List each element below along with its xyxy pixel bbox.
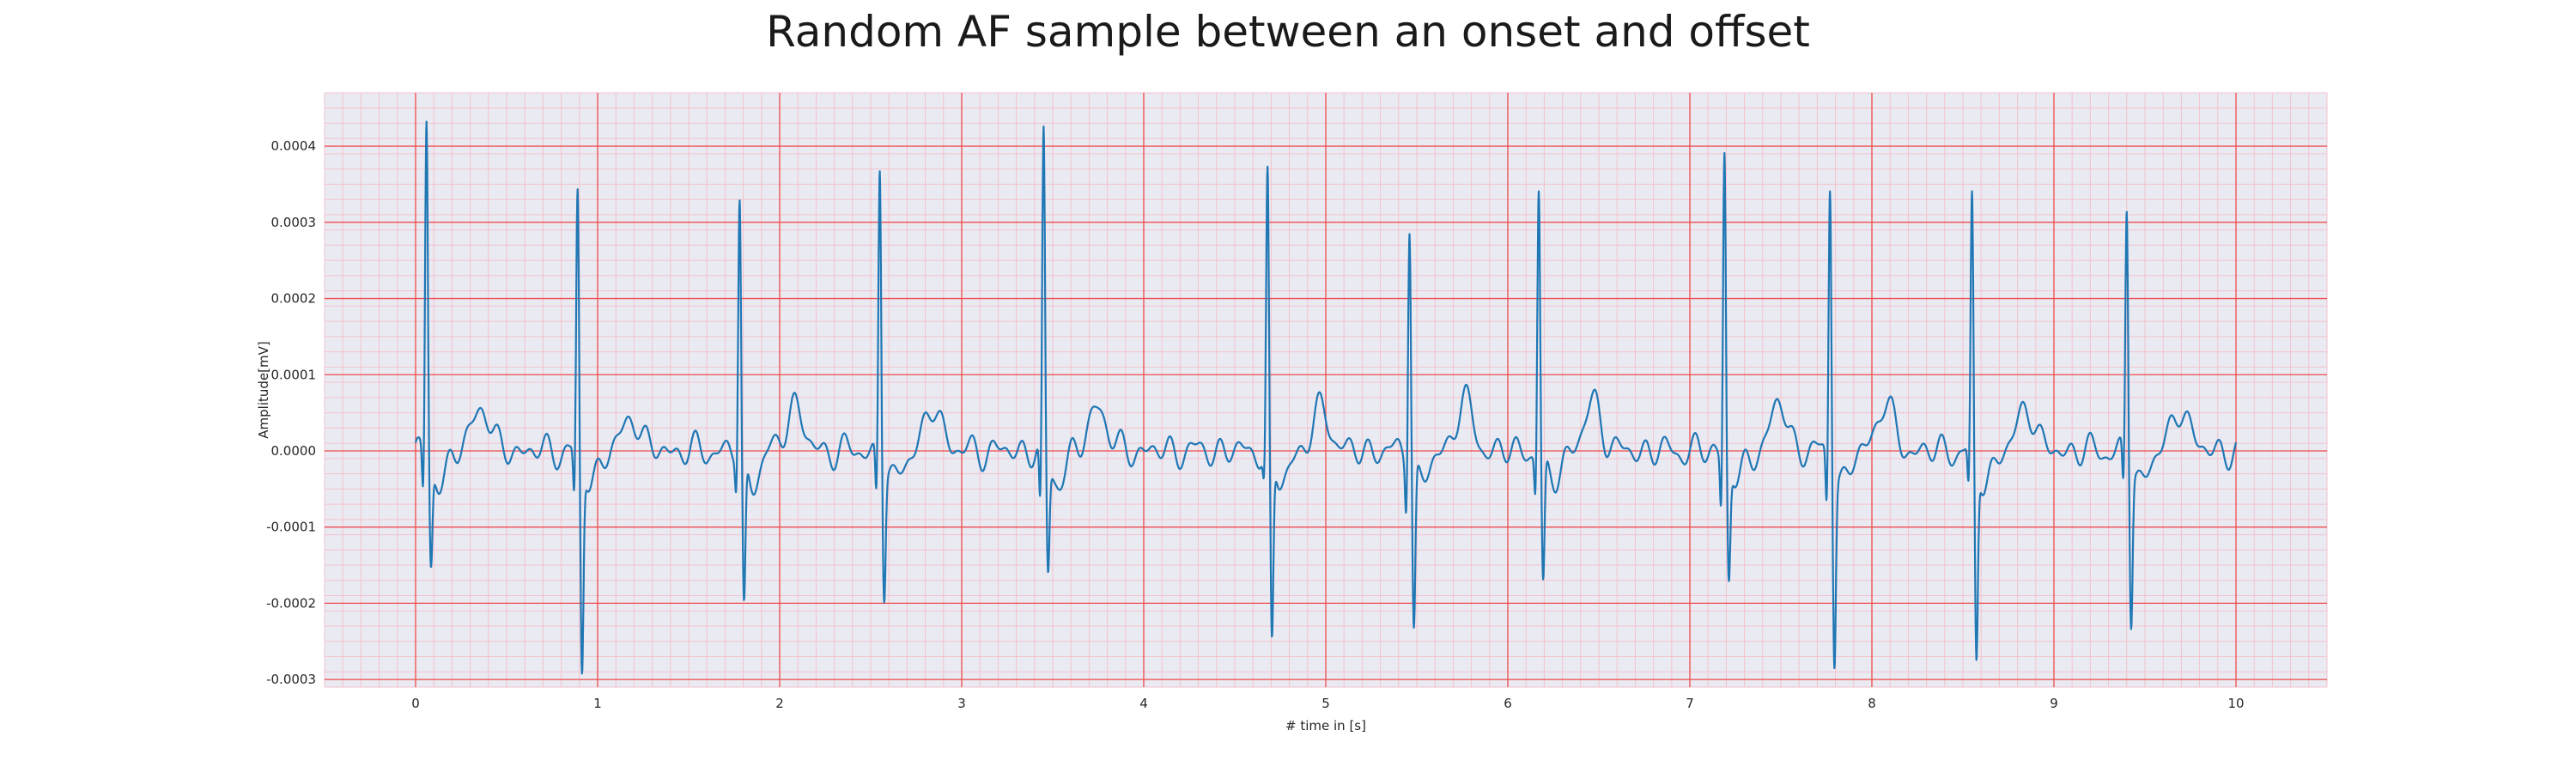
x-axis-label: # time in [s] [1285, 718, 1366, 733]
x-tick-label: 2 [775, 696, 784, 711]
x-tick-label: 4 [1139, 696, 1148, 711]
x-tick-label: 1 [593, 696, 602, 711]
x-tick-label: 0 [411, 696, 420, 711]
ecg-signal-line [414, 120, 2238, 675]
y-tick-label: 0.0004 [271, 138, 317, 154]
x-tick-label: 9 [2050, 696, 2058, 711]
y-tick-label: -0.0002 [266, 595, 316, 611]
x-tick-label: 6 [1504, 696, 1512, 711]
y-tick-label: 0.0002 [271, 291, 317, 307]
x-tick-label: 10 [2227, 696, 2244, 711]
x-tick-label: 8 [1868, 696, 1876, 711]
chart-title: Random AF sample between an onset and of… [766, 7, 1810, 57]
series-layer [414, 120, 2238, 675]
x-tick-labels: 0 1 2 3 4 5 6 7 8 9 10 [411, 696, 2244, 711]
y-tick-label: 0.0000 [271, 443, 317, 459]
x-tick-label: 3 [957, 696, 966, 711]
x-tick-label: 7 [1686, 696, 1694, 711]
y-tick-label: 0.0003 [271, 215, 317, 230]
y-axis-label: Amplitude[mV] [256, 341, 271, 438]
y-tick-label: 0.0001 [271, 367, 317, 382]
y-tick-labels: -0.0003 -0.0002 -0.0001 0.0000 0.0001 0.0002 0… [266, 138, 316, 687]
x-tick-label: 5 [1321, 696, 1330, 711]
y-tick-label: -0.0003 [266, 672, 316, 687]
y-tick-label: -0.0001 [266, 520, 316, 535]
major-grid [325, 93, 2327, 687]
